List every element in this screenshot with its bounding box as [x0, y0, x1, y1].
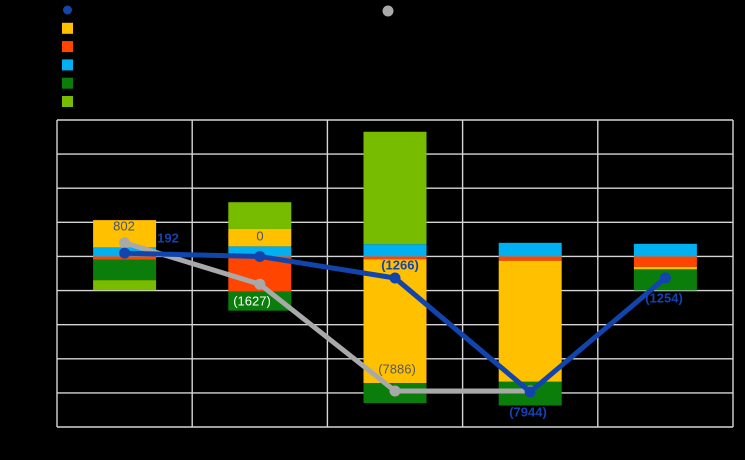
- light-green-segment: [93, 280, 157, 291]
- gray-line-data-label: (1627): [233, 294, 271, 309]
- blue-line-data-label: (7944): [509, 405, 547, 420]
- legend-marker-gray-line-series: [382, 5, 394, 17]
- legend-marker-orange-red-bar-series: [62, 41, 73, 53]
- blue-line-data-label: (1266): [381, 258, 419, 273]
- blue-line-marker: [119, 247, 131, 259]
- orange-red-segment: [363, 256, 427, 260]
- blue-line-marker: [254, 250, 266, 262]
- light-blue-segment: [633, 243, 697, 257]
- blue-line-data-label: 192: [157, 231, 179, 246]
- light-blue-segment: [498, 242, 562, 257]
- blue-line-marker: [659, 272, 671, 284]
- gray-line-marker: [389, 385, 401, 397]
- blue-line-marker: [389, 272, 401, 284]
- blue-line-marker: [524, 386, 536, 398]
- blue-line-data-label: 0: [256, 229, 263, 244]
- gold-segment: [633, 266, 697, 270]
- legend-marker-gold-bar-series: [62, 22, 73, 34]
- light-green-segment: [363, 131, 427, 245]
- gray-line-data-label: (7886): [378, 362, 416, 377]
- orange-red-segment: [633, 256, 697, 267]
- gold-segment: [498, 260, 562, 382]
- legend-marker-blue-line-series: [63, 5, 72, 15]
- gray-line: [122, 240, 533, 394]
- blue-line-data-label: (1254): [645, 291, 683, 306]
- legend-marker-light-blue-bar-series: [62, 59, 73, 71]
- gray-line-marker: [254, 278, 266, 290]
- gold-segment: [228, 228, 292, 247]
- dark-green-segment: [93, 259, 157, 281]
- gray-line-marker: [119, 237, 131, 249]
- orange-red-segment: [498, 256, 562, 261]
- gray-line-data-label: 802: [113, 219, 135, 234]
- light-blue-segment: [363, 244, 427, 257]
- legend-marker-dark-green-bar-series: [62, 77, 73, 89]
- legend-marker-light-green-bar-series: [62, 96, 73, 107]
- light-green-segment: [228, 202, 292, 229]
